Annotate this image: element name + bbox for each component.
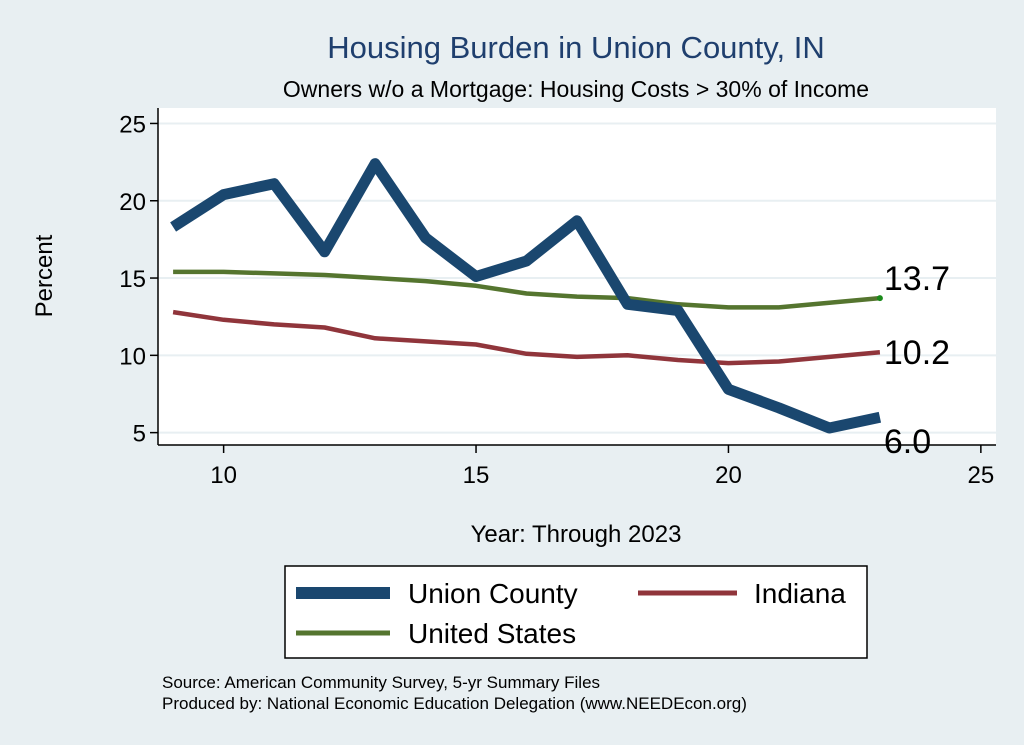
x-axis-label: Year: Through 2023 — [471, 521, 682, 548]
y-axis-label: Percent — [31, 234, 58, 317]
chart-title: Housing Burden in Union County, IN — [327, 30, 824, 65]
y-tick-label: 5 — [133, 421, 146, 448]
chart-subtitle: Owners w/o a Mortgage: Housing Costs > 3… — [283, 76, 869, 102]
x-tick-label: 25 — [968, 462, 995, 489]
producer-note: Produced by: National Economic Education… — [162, 694, 747, 713]
legend-label-united-states: United States — [408, 618, 576, 649]
legend-label-indiana: Indiana — [754, 578, 846, 609]
x-tick-label: 10 — [210, 462, 237, 489]
end-label-indiana: 10.2 — [884, 334, 950, 372]
series-line-indiana — [172, 309, 881, 366]
axes — [150, 108, 996, 453]
x-tick-label: 20 — [715, 462, 742, 489]
series-lines — [170, 158, 882, 434]
tick-labels: 5 10 15 20 25 10 15 20 25 — [119, 111, 994, 489]
series-line-united-states — [173, 269, 881, 310]
y-tick-label: 10 — [119, 343, 146, 370]
legend: Union County Indiana United States — [284, 565, 868, 659]
end-marker-united-states — [876, 295, 883, 302]
legend-box — [284, 565, 868, 659]
end-label-united-states: 13.7 — [884, 260, 950, 298]
x-tick-label: 15 — [463, 462, 490, 489]
source-note: Source: American Community Survey, 5-yr … — [162, 673, 600, 692]
legend-label-union-county: Union County — [408, 578, 578, 609]
y-tick-label: 20 — [119, 189, 146, 216]
y-tick-label: 15 — [119, 266, 146, 293]
y-tick-label: 25 — [119, 111, 146, 138]
series-line-union-county — [170, 158, 882, 434]
plot-area — [158, 108, 996, 445]
end-labels: 6.0 10.2 13.7 — [876, 260, 950, 461]
end-label-union-county: 6.0 — [884, 423, 931, 461]
